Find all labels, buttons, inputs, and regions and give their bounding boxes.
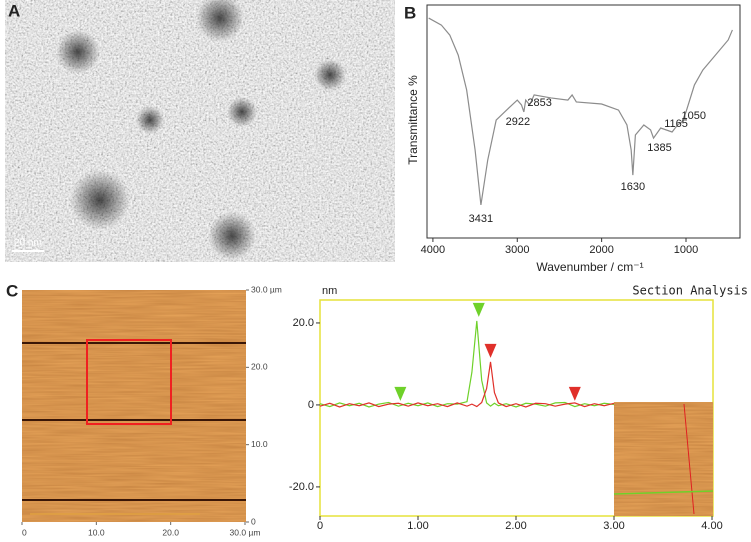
data-line [319,361,615,408]
inset-image [613,402,714,516]
x-axis-label: Wavenumber / cm⁻¹ [536,260,643,274]
x-tick-label: 2.00 [505,520,526,532]
y-tick-label: 0 [251,516,256,526]
x-tick-label: 4.00 [701,520,722,532]
cursor-marker [484,343,497,358]
x-tick-label: 3000 [505,244,529,256]
x-tick-label: 4000 [421,244,445,256]
cursor-marker [472,302,485,317]
afm-image [22,290,246,522]
x-tick-label: 10.0 [88,527,105,537]
x-tick-label: 1.00 [407,520,428,532]
cursor-marker [394,386,407,401]
data-line [428,17,733,206]
chart-title: Section Analysis [632,284,748,298]
annotation: 2922 [506,116,530,128]
annotation: 3431 [469,213,493,225]
x-tick-label: 2000 [589,244,613,256]
data-line [319,320,615,408]
y-axis-label: Transmittance % [406,75,420,165]
panel-label: B [404,3,416,22]
y-tick-label: 0 [308,399,314,411]
y-tick-label: -20.0 [289,481,314,493]
cursor-marker [568,386,581,401]
y-tick-label: 20.0 [251,362,268,372]
annotation: 1630 [621,181,645,193]
annotation: 2853 [527,97,551,109]
x-tick-label: 3.00 [603,520,624,532]
x-tick-label: 0 [22,527,27,537]
annotation: 1165 [664,118,688,130]
x-tick-label: 0 [317,520,323,532]
y-tick-label: 20.0 [293,317,314,329]
y-tick-label: 10.0 [251,439,268,449]
scale-bar-label: 20 nm [14,238,42,249]
panel-label: A [8,1,20,20]
y-tick-label: 30.0 µm [251,284,282,294]
panel-label: C [6,281,18,300]
annotation: 1050 [682,110,706,122]
y-axis-label: nm [322,285,337,297]
x-tick-label: 20.0 [162,527,179,537]
x-tick-label: 1000 [674,244,698,256]
tem-image [5,0,395,262]
x-tick-label: 30.0 µm [230,527,261,537]
plot-frame [426,4,741,239]
annotation: 1385 [647,142,671,154]
